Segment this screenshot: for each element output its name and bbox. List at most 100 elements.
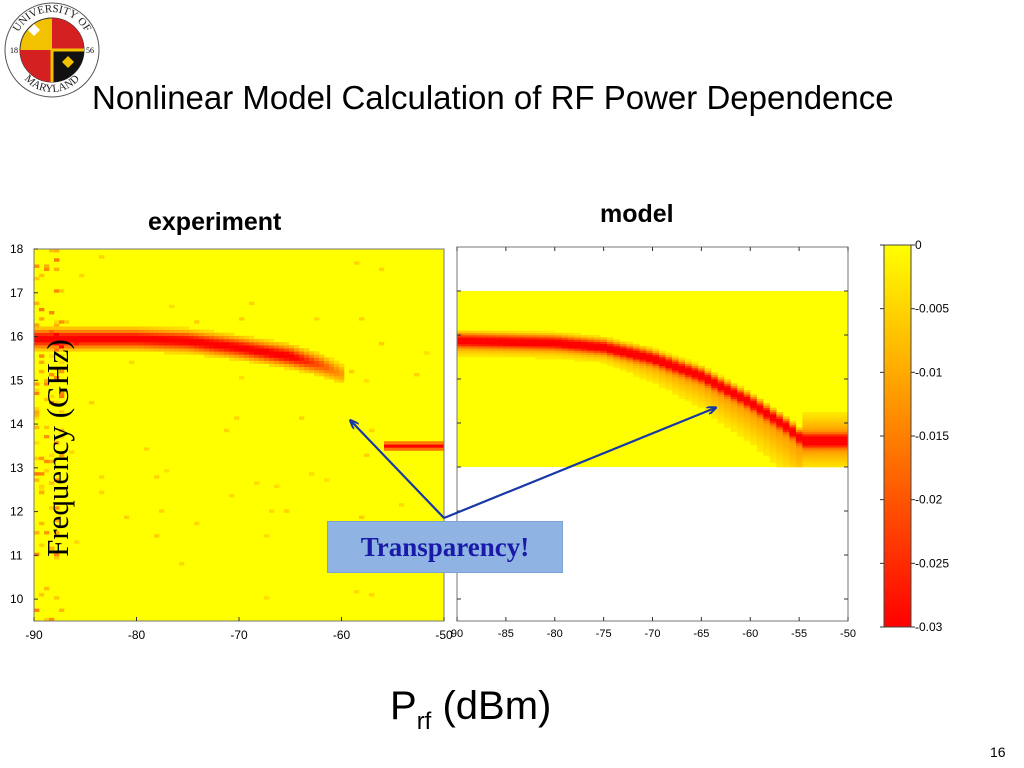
heatmap-cell [264, 345, 270, 349]
heatmap-cell [606, 352, 614, 356]
heatmap-cell [632, 343, 640, 347]
heatmap-cell [409, 447, 415, 451]
heatmap-cell [678, 365, 686, 369]
heatmap-cell [144, 348, 150, 352]
heatmap-cell [606, 354, 614, 358]
heatmap-cell [821, 414, 829, 417]
heatmap-cell [711, 403, 718, 406]
heatmap-cell [795, 429, 803, 433]
heatmap-cell [79, 332, 85, 337]
heatmap-cell [49, 338, 55, 343]
heatmap-cell [639, 350, 647, 353]
heatmap-cell [613, 359, 621, 362]
heatmap-cell [254, 342, 260, 346]
heatmap-cell [39, 354, 45, 358]
heatmap-cell [756, 438, 764, 441]
x-tick-label: -80 [547, 628, 563, 640]
heatmap-cell [606, 357, 614, 360]
heatmap-cell [64, 345, 70, 349]
heatmap-cell [439, 444, 445, 448]
heatmap-cell [34, 608, 40, 612]
heatmap-cell [691, 370, 699, 373]
heatmap-cell [234, 345, 240, 349]
heatmap-cell [763, 438, 771, 441]
heatmap-cell [691, 376, 699, 380]
heatmap-cell [179, 326, 185, 330]
heatmap-cell [567, 335, 575, 338]
heatmap-cell [139, 329, 145, 333]
heatmap-cell [289, 357, 295, 361]
heatmap-cell [109, 329, 115, 333]
heatmap-cell [593, 335, 601, 338]
heatmap-cell [600, 337, 608, 340]
heatmap-cell [717, 394, 725, 397]
heatmap-cell [319, 357, 325, 361]
heatmap-cell [737, 394, 745, 397]
heatmap-cell [470, 348, 477, 351]
heatmap-cell [179, 335, 185, 340]
heatmap-cell [672, 390, 679, 393]
heatmap-cell [224, 428, 230, 433]
heatmap-cell [457, 343, 464, 347]
heatmap-cell [104, 345, 110, 349]
heatmap-cell [49, 400, 55, 405]
heatmap-cell [334, 373, 340, 377]
model-heatmap: 90 -85 -80 -75 -70 -65 -60 -55 -50 [451, 246, 856, 640]
heatmap-cell [639, 359, 647, 362]
heatmap-cell [789, 423, 797, 426]
heatmap-cell [502, 337, 510, 340]
heatmap-cell [691, 361, 699, 364]
heatmap-cell [269, 342, 275, 346]
heatmap-cell [769, 414, 777, 417]
heatmap-cell [606, 337, 614, 340]
colorbar-gradient [884, 245, 911, 627]
heatmap-cell [289, 363, 295, 368]
heatmap-cell [74, 342, 80, 346]
heatmap-cell [164, 332, 170, 337]
heatmap-cell [711, 390, 718, 393]
heatmap-cell [174, 329, 180, 333]
heatmap-cell [239, 338, 245, 343]
heatmap-cell [329, 366, 335, 371]
heatmap-cell [214, 351, 220, 355]
heatmap-cell [309, 363, 315, 368]
heatmap-cell [645, 357, 653, 360]
heatmap-cell [730, 396, 738, 400]
heatmap-cell [304, 369, 310, 374]
heatmap-cell [129, 326, 135, 330]
heatmap-cell [776, 449, 784, 452]
heatmap-cell [234, 357, 240, 361]
heatmap-cell [69, 345, 75, 349]
heatmap-cell [339, 363, 345, 368]
heatmap-cell [69, 326, 75, 330]
heatmap-cell [470, 339, 477, 342]
heatmap-cell [314, 357, 320, 361]
heatmap-cell [294, 363, 300, 368]
heatmap-cell [219, 332, 225, 337]
heatmap-cell [567, 339, 575, 342]
heatmap-cell [815, 462, 823, 466]
heatmap-cell [593, 357, 601, 360]
heatmap-cell [274, 360, 280, 364]
heatmap-cell [743, 407, 751, 411]
heatmap-cell [704, 394, 712, 397]
heatmap-cell [737, 403, 745, 406]
heatmap-cell [685, 374, 692, 378]
heatmap-cell [169, 329, 175, 333]
heatmap-cell [259, 354, 265, 358]
heatmap-cell [652, 357, 660, 360]
heatmap-cell [639, 368, 647, 371]
heatmap-cell [249, 348, 255, 352]
heatmap-cell [808, 416, 816, 419]
heatmap-cell [795, 434, 803, 437]
heatmap-cell [489, 348, 497, 351]
heatmap-cell [574, 335, 582, 338]
heatmap-cell [409, 441, 415, 445]
heatmap-cell [639, 348, 647, 351]
heatmap-cell [239, 354, 245, 358]
heatmap-cell [711, 401, 718, 404]
heatmap-cell [743, 401, 751, 404]
heatmap-cell [249, 338, 255, 343]
heatmap-cell [44, 267, 50, 271]
heatmap-cell [665, 352, 673, 356]
